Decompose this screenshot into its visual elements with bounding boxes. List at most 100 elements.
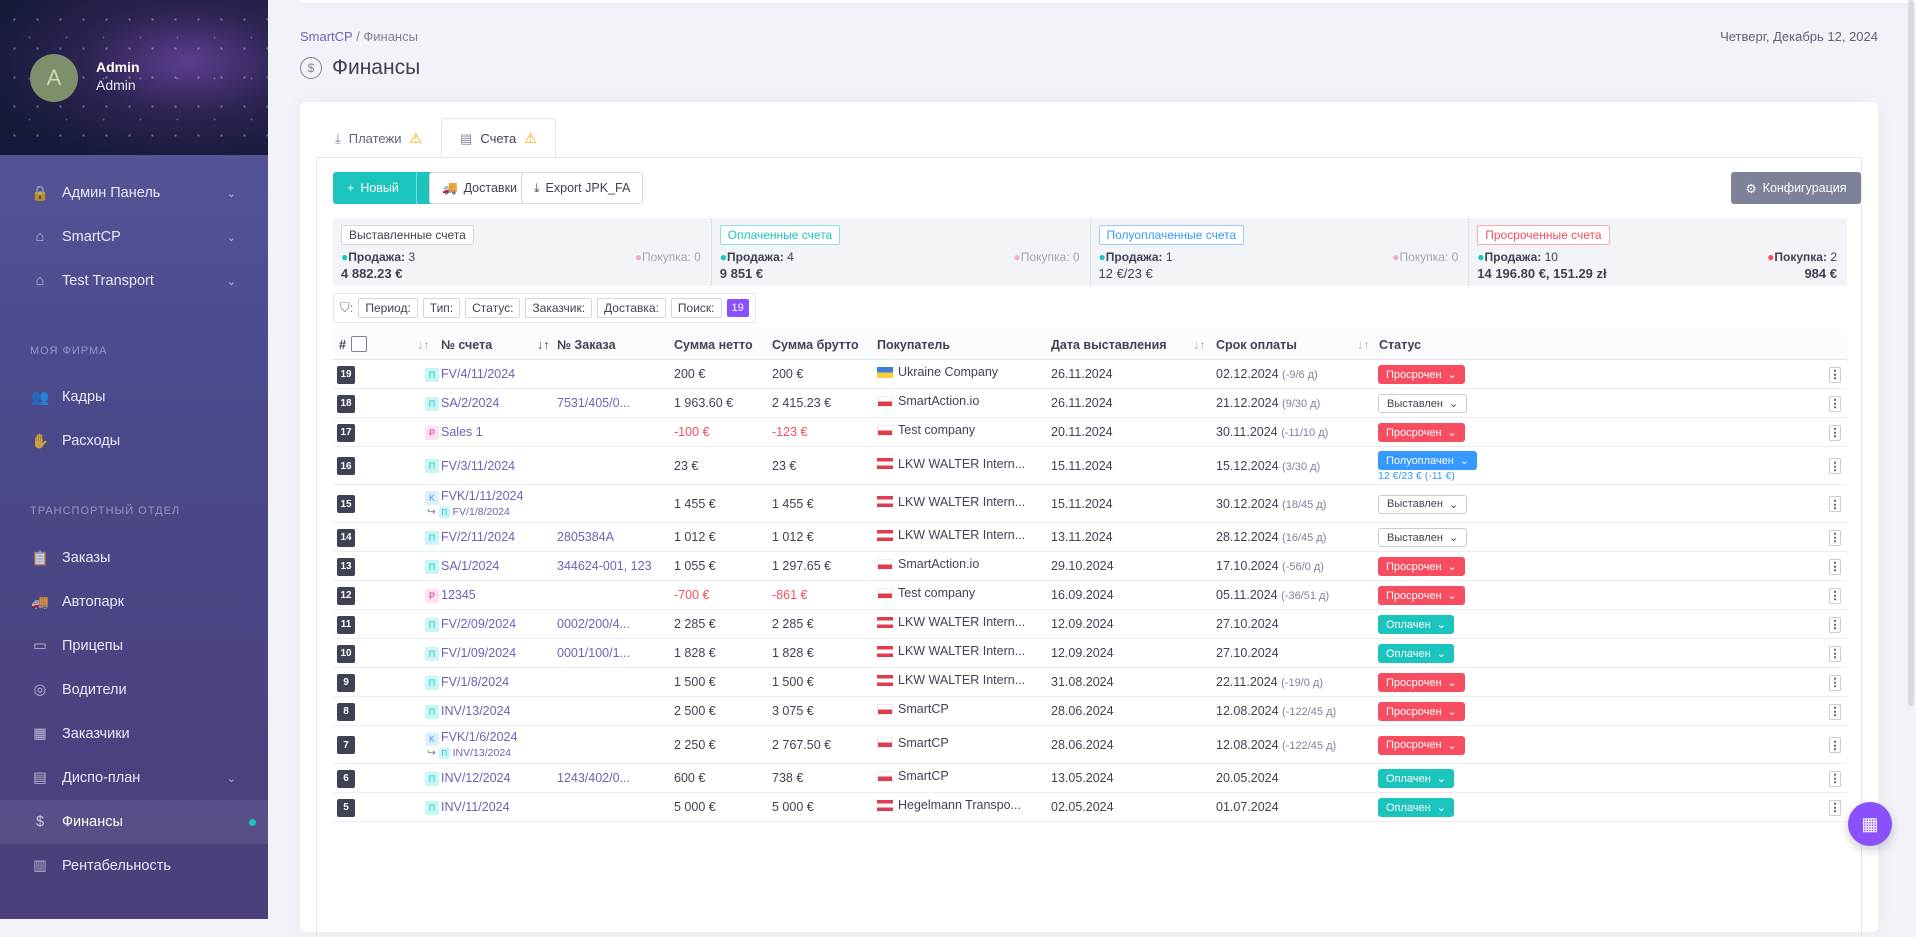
sort-icon[interactable]: ↓↑ [537,338,550,352]
invoice-link[interactable]: SA/1/2024 [441,559,500,573]
order-link[interactable]: 0002/200/4... [557,617,630,631]
buyer[interactable]: SmartAction.io [877,394,979,408]
invoice-link[interactable]: INV/13/2024 [441,704,511,718]
row-menu-button[interactable]: ⋮ [1829,737,1841,753]
filter-search[interactable]: Поиск: [670,298,722,318]
nav-expenses[interactable]: ✋ Расходы [0,419,268,463]
invoice-link[interactable]: INV/12/2024 [441,771,511,785]
row-menu-button[interactable]: ⋮ [1829,703,1841,720]
deliveries-button[interactable]: 🚚 Доставки [429,172,531,204]
buyer[interactable]: Hegelmann Transpo... [877,798,1021,812]
row-menu-button[interactable]: ⋮ [1829,674,1841,691]
status-dropdown[interactable]: Выставлен ⌄ [1378,494,1468,514]
table-row[interactable]: 18 П SA/2/2024 7531/405/0... 1 963.60 € 2 415… [333,389,1847,418]
table-row[interactable]: 12 P 12345 -700 € -861 € Test company 16.09.20… [333,581,1847,610]
status-dropdown[interactable]: Просрочен ⌄ [1378,423,1465,442]
nav-orders[interactable]: 📋 Заказы [0,536,268,580]
table-row[interactable]: 15 K FVK/1/11/2024 ↪ П FV/1/8/2024 1 455 € 1 … [333,485,1847,523]
status-dropdown[interactable]: Просрочен ⌄ [1378,365,1465,384]
breadcrumb-root[interactable]: SmartCP [300,29,353,44]
col-order[interactable]: № Заказа [557,338,616,352]
buyer[interactable]: LKW WALTER Intern... [877,457,1025,471]
linked-invoice[interactable]: ↪ П FV/1/8/2024 [427,506,510,518]
order-link[interactable]: 344624-001, 123 [557,559,652,573]
row-menu-button[interactable]: ⋮ [1829,458,1841,474]
filter-icon[interactable]: ⛉: [340,300,354,315]
order-link[interactable]: 1243/402/0... [557,771,630,785]
col-status[interactable]: Статус [1379,338,1422,352]
summary-partial[interactable]: Полуоплаченные счета ●Продажа: 1 ●Покупка:… [1091,218,1470,286]
invoice-link[interactable]: FVK/1/11/2024 [441,489,524,503]
linked-invoice[interactable]: ↪ П INV/13/2024 [427,747,512,759]
order-link[interactable]: 0001/100/1... [557,646,630,660]
status-dropdown[interactable]: Полуоплачен ⌄ [1378,451,1478,470]
filter-delivery[interactable]: Доставка: [597,298,666,318]
config-button[interactable]: ⚙ Конфигурация [1731,172,1861,204]
invoice-link[interactable]: FV/1/09/2024 [441,646,517,660]
row-menu-button[interactable]: ⋮ [1829,424,1841,441]
table-row[interactable]: 9 П FV/1/8/2024 1 500 € 1 500 € LKW WALTER In… [333,668,1847,697]
scrollbar[interactable] [1908,0,1914,706]
invoice-link[interactable]: FVK/1/6/2024 [441,730,518,744]
buyer[interactable]: Ukraine Company [877,365,998,379]
nav-customers[interactable]: ▦ Заказчики [0,712,268,756]
status-dropdown[interactable]: Оплачен ⌄ [1378,769,1454,788]
export-jpk-button[interactable]: ⤓ Export JPK_FA [521,172,644,204]
nav-dispo-plan[interactable]: ▤ Диспо-план ⌄ [0,756,268,800]
invoice-link[interactable]: INV/11/2024 [441,800,510,814]
nav-profitability[interactable]: ▥ Рентабельность [0,844,268,888]
buyer[interactable]: LKW WALTER Intern... [877,615,1025,629]
row-menu-button[interactable]: ⋮ [1829,529,1841,546]
buyer[interactable]: LKW WALTER Intern... [877,495,1025,509]
avatar[interactable]: A [30,54,78,102]
nav-fleet[interactable]: 🚚 Автопарк [0,580,268,624]
nav-test-transport[interactable]: ⌂ Test Transport ⌄ [0,259,268,303]
table-row[interactable]: 5 П INV/11/2024 5 000 € 5 000 € Hegelmann Tra… [333,793,1847,822]
status-dropdown[interactable]: Оплачен ⌄ [1378,644,1454,663]
invoice-link[interactable]: 12345 [441,588,476,602]
buyer[interactable]: SmartCP [877,769,949,783]
buyer[interactable]: Test company [877,423,975,437]
buyer[interactable]: Test company [877,586,975,600]
invoice-link[interactable]: FV/1/8/2024 [441,675,510,689]
status-dropdown[interactable]: Просрочен ⌄ [1378,735,1465,755]
col-buyer[interactable]: Покупатель [877,338,951,352]
table-row[interactable]: 8 П INV/13/2024 2 500 € 3 075 € SmartCP 28.06.… [333,697,1847,726]
col-gross[interactable]: Сумма брутто [772,338,859,352]
nav-staff[interactable]: 👥 Кадры [0,375,268,419]
buyer[interactable]: SmartCP [877,702,949,716]
invoice-link[interactable]: FV/2/11/2024 [441,530,516,544]
status-dropdown[interactable]: Оплачен ⌄ [1378,798,1454,817]
invoice-link[interactable]: SA/2/2024 [441,396,500,410]
summary-paid[interactable]: Оплаченные счета ●Продажа: 4 ●Покупка: 0 9 … [712,218,1091,286]
sort-icon[interactable]: ↓↑ [417,338,430,352]
table-row[interactable]: 14 П FV/2/11/2024 2805384A 1 012 € 1 012 € LKW… [333,523,1847,552]
nav-admin-panel[interactable]: 🔒 Админ Панель ⌄ [0,171,268,215]
invoice-link[interactable]: FV/2/09/2024 [441,617,517,631]
col-invoice[interactable]: № счета [441,338,493,352]
row-menu-button[interactable]: ⋮ [1829,799,1841,816]
buyer[interactable]: LKW WALTER Intern... [877,528,1025,542]
row-menu-button[interactable]: ⋮ [1829,645,1841,662]
new-invoice-button[interactable]: +Новый› [333,172,442,204]
buyer[interactable]: LKW WALTER Intern... [877,644,1025,658]
table-row[interactable]: 13 П SA/1/2024 344624-001, 123 1 055 € 1 297.… [333,552,1847,581]
table-row[interactable]: 17 P Sales 1 -100 € -123 € Test company 20.11.… [333,418,1847,447]
status-dropdown[interactable]: Выставлен ⌄ [1378,528,1468,547]
table-row[interactable]: 16 П FV/3/11/2024 23 € 23 € LKW WALTER Intern… [333,447,1847,485]
table-row[interactable]: 6 П INV/12/2024 1243/402/0... 600 € 738 € Smar… [333,764,1847,793]
table-row[interactable]: 10 П FV/1/09/2024 0001/100/1... 1 828 € 1 828… [333,639,1847,668]
status-dropdown[interactable]: Выставлен ⌄ [1378,394,1468,413]
filter-status[interactable]: Статус: [465,298,521,318]
table-row[interactable]: 7 K FVK/1/6/2024 ↪ П INV/13/2024 2 250 € 2 76… [333,726,1847,764]
status-dropdown[interactable]: Просрочен ⌄ [1378,557,1465,576]
row-menu-button[interactable]: ⋮ [1829,366,1841,383]
status-dropdown[interactable]: Просрочен ⌄ [1378,586,1465,605]
row-menu-button[interactable]: ⋮ [1829,395,1841,412]
summary-overdue[interactable]: Просроченные счета ●Продажа: 10 ●Покупка: … [1469,218,1847,286]
summary-issued[interactable]: Выставленные счета ●Продажа: 3 ●Покупка: 0… [333,218,712,286]
table-row[interactable]: 11 П FV/2/09/2024 0002/200/4... 2 285 € 2 285… [333,610,1847,639]
col-due[interactable]: Срок оплаты [1216,338,1297,352]
row-menu-button[interactable]: ⋮ [1829,616,1841,633]
row-menu-button[interactable]: ⋮ [1829,587,1841,604]
